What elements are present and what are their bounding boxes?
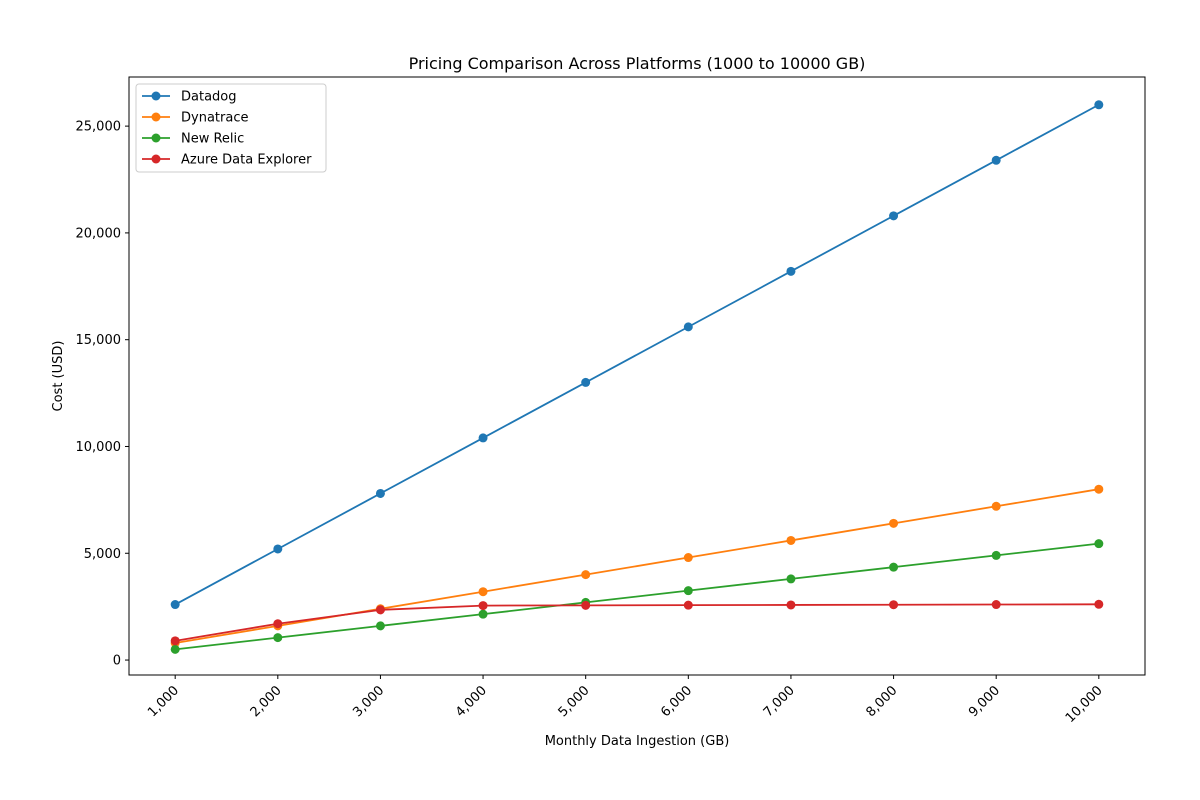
data-point-datadog [170,600,180,610]
legend-marker [151,133,161,143]
legend-label: New Relic [181,132,244,147]
data-point-new-relic [786,574,796,584]
data-point-new-relic [889,562,899,572]
data-point-dynatrace [478,587,488,597]
series-datadog [170,100,1104,610]
legend-box [135,83,327,173]
legend-marker [151,112,161,122]
legend-marker [151,154,161,164]
data-point-datadog [683,322,693,332]
data-point-azure-data-explorer [478,601,488,611]
legend-item: New Relic [142,132,244,147]
legend: Datadog Dynatrace New Relic Azure Data Expl… [135,83,327,173]
x-axis: 1,000 2,000 3,000 4,000 5,000 6,000 7,000 8,000… [145,675,1106,726]
data-point-new-relic [683,586,693,596]
data-point-new-relic [1094,539,1104,549]
y-tick-label: 5,000 [84,547,121,562]
legend-label: Azure Data Explorer [181,153,312,168]
data-point-azure-data-explorer [375,605,385,615]
data-point-new-relic [170,644,180,654]
data-point-azure-data-explorer [683,600,693,610]
x-tick-label: 8,000 [863,683,900,720]
x-tick-label: 6,000 [658,683,695,720]
data-point-dynatrace [1094,484,1104,494]
x-tick-label: 1,000 [145,683,182,720]
data-point-datadog [478,433,488,443]
data-point-azure-data-explorer [273,619,283,629]
data-point-dynatrace [581,570,591,580]
data-point-datadog [273,544,283,554]
x-tick-label: 10,000 [1063,683,1106,726]
x-tick-label: 4,000 [453,683,490,720]
legend-label: Dynatrace [181,111,248,126]
data-point-new-relic [273,633,283,643]
x-tick-label: 9,000 [966,683,1003,720]
data-point-azure-data-explorer [1094,599,1104,609]
data-point-datadog [375,488,385,498]
legend-item: Dynatrace [142,111,248,126]
data-point-azure-data-explorer [786,600,796,610]
legend-marker [151,91,161,101]
data-point-dynatrace [991,501,1001,511]
y-tick-label: 15,000 [76,333,122,348]
data-point-datadog [991,155,1001,165]
data-point-azure-data-explorer [991,600,1001,610]
data-point-new-relic [375,621,385,631]
data-point-datadog [786,266,796,276]
y-tick-label: 0 [113,654,121,669]
data-point-dynatrace [786,535,796,545]
y-axis-label: Cost (USD) [51,341,66,412]
series-new-relic [170,539,1104,654]
data-point-azure-data-explorer [170,636,180,646]
y-tick-label: 10,000 [76,440,122,455]
series-line-new-relic [175,542,1099,651]
legend-item: Azure Data Explorer [142,153,312,168]
x-tick-label: 3,000 [350,683,387,720]
data-point-datadog [1094,100,1104,110]
data-point-azure-data-explorer [581,600,591,610]
x-tick-label: 7,000 [761,683,798,720]
data-point-dynatrace [889,518,899,528]
data-point-datadog [581,377,591,387]
y-axis: 0 5,000 10,000 15,000 20,000 25,000 [76,120,129,669]
legend-label: Datadog [181,90,237,105]
data-point-azure-data-explorer [889,600,899,610]
y-tick-label: 20,000 [76,226,122,241]
series-line-azure-data-explorer [175,603,1099,642]
plot-area [128,76,1146,676]
series-line-datadog [174,103,1100,606]
data-point-datadog [889,211,899,221]
chart-title: Pricing Comparison Across Platforms (100… [409,54,866,73]
y-tick-label: 25,000 [76,120,122,135]
data-point-dynatrace [683,553,693,563]
x-tick-label: 2,000 [248,683,285,720]
x-axis-label: Monthly Data Ingestion (GB) [545,734,730,749]
series-azure-data-explorer [170,599,1104,646]
x-tick-label: 5,000 [556,683,593,720]
data-point-new-relic [991,550,1001,560]
legend-item: Datadog [142,90,237,105]
data-point-new-relic [478,609,488,619]
series-layer [170,100,1104,654]
